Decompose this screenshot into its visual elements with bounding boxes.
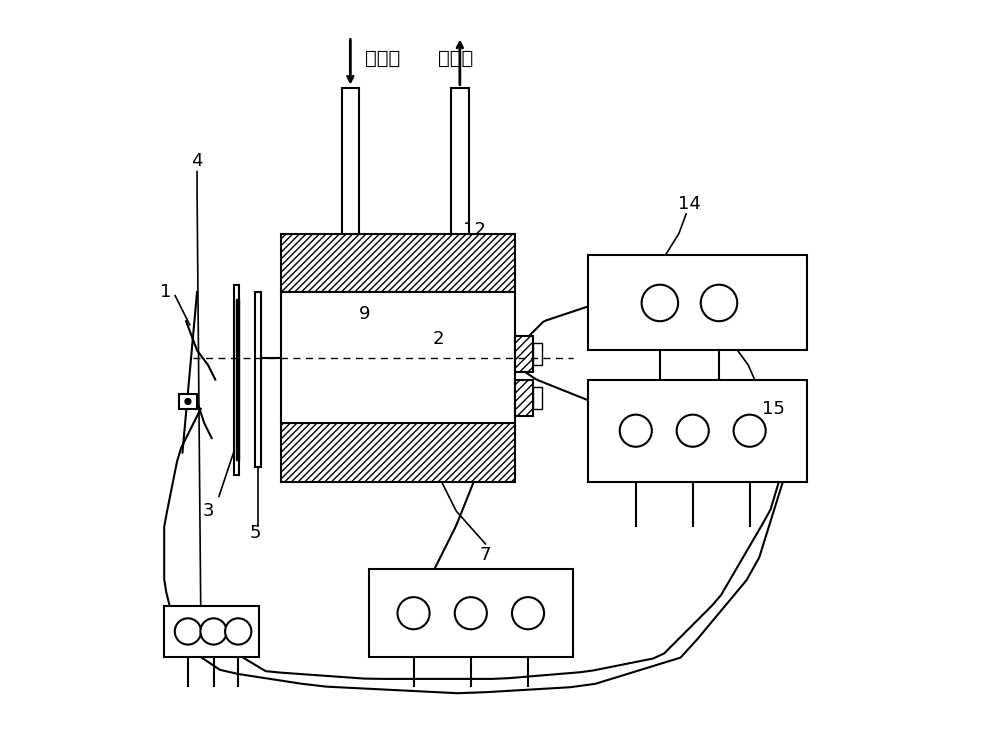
Bar xyxy=(515,380,533,416)
Bar xyxy=(281,234,515,292)
Bar xyxy=(236,299,239,460)
Circle shape xyxy=(175,618,201,645)
Circle shape xyxy=(642,285,678,321)
Text: 进气口: 进气口 xyxy=(365,49,400,68)
Circle shape xyxy=(620,415,652,447)
Text: 4: 4 xyxy=(191,152,203,169)
Circle shape xyxy=(512,597,544,629)
Text: 3: 3 xyxy=(202,502,214,520)
Bar xyxy=(451,88,469,292)
Bar xyxy=(533,343,542,365)
Bar xyxy=(342,88,359,292)
Bar xyxy=(255,292,261,467)
Text: 9: 9 xyxy=(359,305,371,323)
Text: 1: 1 xyxy=(160,283,171,301)
Circle shape xyxy=(185,399,191,404)
Text: 12: 12 xyxy=(463,221,486,239)
Circle shape xyxy=(701,285,737,321)
Bar xyxy=(369,569,573,657)
Text: 2: 2 xyxy=(432,331,444,348)
Circle shape xyxy=(455,597,487,629)
Bar xyxy=(533,387,542,409)
Circle shape xyxy=(200,618,227,645)
Text: 15: 15 xyxy=(762,400,785,418)
Text: 出气口: 出气口 xyxy=(438,49,473,68)
Bar xyxy=(588,380,807,482)
Circle shape xyxy=(734,415,766,447)
Bar xyxy=(179,394,197,409)
Circle shape xyxy=(225,618,251,645)
Circle shape xyxy=(398,597,430,629)
Text: 7: 7 xyxy=(480,546,491,564)
Bar xyxy=(515,336,533,372)
Bar xyxy=(281,423,515,482)
Text: 5: 5 xyxy=(250,524,261,542)
Bar xyxy=(164,606,259,657)
Bar xyxy=(588,255,807,350)
Bar xyxy=(281,292,515,423)
Bar xyxy=(234,285,239,474)
Text: 14: 14 xyxy=(678,196,701,213)
Circle shape xyxy=(677,415,709,447)
